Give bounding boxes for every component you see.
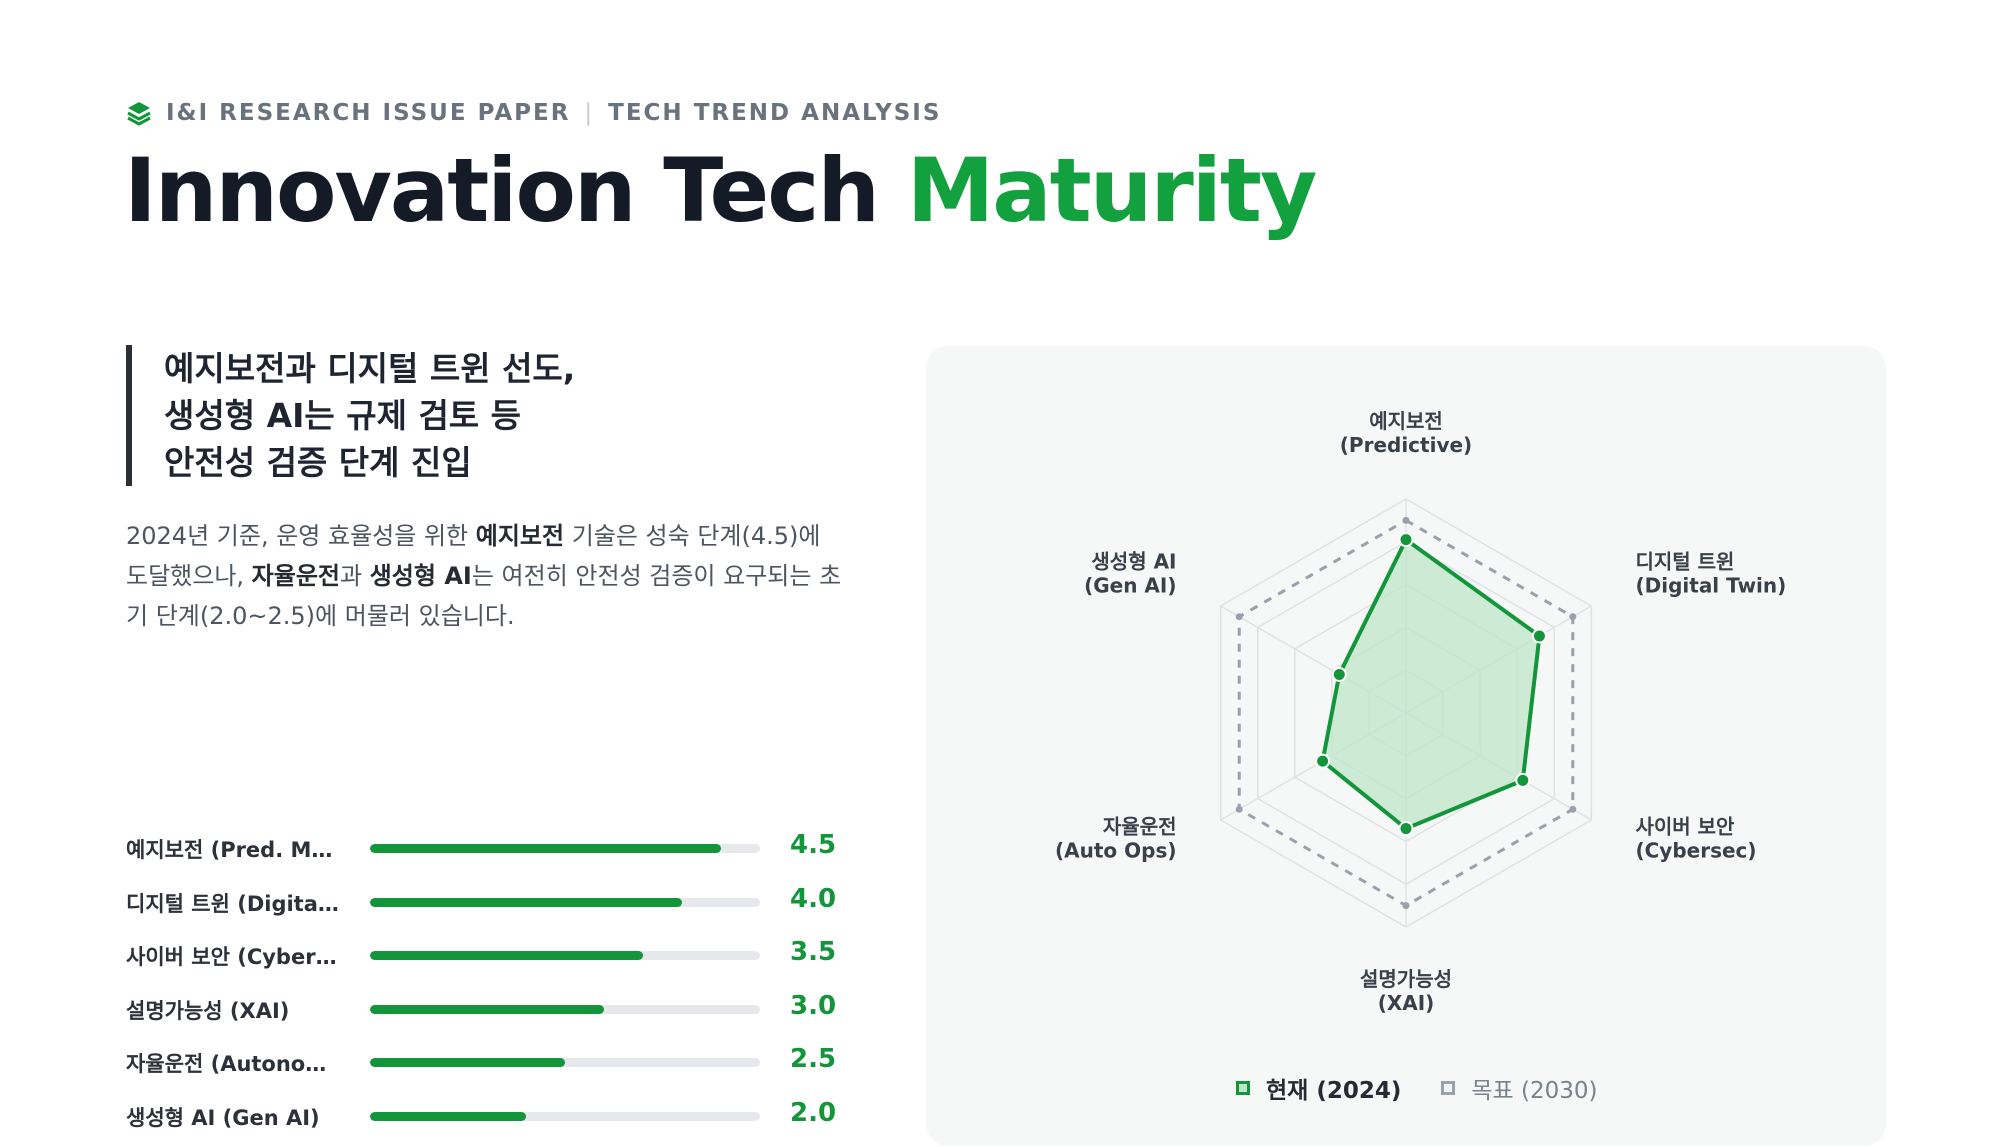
description: 2024년 기준, 운영 효율성을 위한 예지보전 기술은 성숙 단계(4.5)… [126,516,846,636]
series-current-point [1333,668,1346,681]
legend-swatch-target [1441,1081,1455,1095]
bar-value: 4.5 [790,830,836,860]
bar-row: 예지보전 (Pred. Mai… 4.5 [126,826,836,880]
bar-value: 3.5 [790,937,836,967]
highlight-line: 생성형 AI는 규제 검토 등 [164,392,884,439]
axis-label-line2: (Predictive) [1340,433,1472,457]
axis-label-line2: (XAI) [1378,991,1435,1015]
axis-label-line2: (Auto Ops) [1055,839,1176,863]
axis-label-line1: 생성형 AI [1091,550,1176,574]
series-target-point [1236,613,1243,620]
bar-label: 예지보전 (Pred. Mai… [126,834,346,864]
bar-value: 4.0 [790,884,836,914]
axis-label: 자율운전(Auto Ops) [1055,815,1176,863]
series-target-point [1236,806,1243,813]
bar-track [370,951,760,960]
series-current-area [1323,540,1540,829]
series-current-point [1533,629,1546,642]
series-current-point [1316,755,1329,768]
legend-label-current: 현재 (2024) [1266,1071,1401,1105]
eyebrow-left: I&I RESEARCH ISSUE PAPER [166,100,570,126]
bar-value: 3.0 [790,991,836,1021]
legend-item-target: 목표 (2030) [1441,1071,1597,1105]
title-accent: Maturity [907,139,1316,242]
bar-track [370,1112,760,1121]
series-target-point [1403,902,1410,909]
bar-label: 설명가능성 (XAI) [126,995,346,1025]
axis-label-line2: (Digital Twin) [1635,574,1786,598]
axis-label-line1: 디지털 트윈 [1635,550,1734,574]
bar-row: 디지털 트윈 (Digital … 4.0 [126,880,836,934]
bar-fill [370,1058,565,1067]
bar-fill [370,1112,526,1121]
bar-row: 자율운전 (Autonom… 2.5 [126,1040,836,1094]
bar-row: 생성형 AI (Gen AI) 2.0 [126,1094,836,1147]
bar-label: 디지털 트윈 (Digital … [126,888,346,918]
desc-text: 2024년 기준, 운영 효율성을 위한 [126,522,476,550]
bar-row: 사이버 보안 (Cybers… 3.5 [126,933,836,987]
series-target-point [1403,517,1410,524]
desc-bold: 생성형 AI [370,562,472,590]
bar-label: 자율운전 (Autonom… [126,1048,346,1078]
axis-label: 사이버 보안(Cybersec) [1635,815,1756,863]
highlight-line: 예지보전과 디지털 트윈 선도, [164,345,884,392]
series-current-point [1400,533,1413,546]
highlight-quote: 예지보전과 디지털 트윈 선도, 생성형 AI는 규제 검토 등 안전성 검증 … [126,345,884,486]
page-title: Innovation Tech Maturity [124,138,1315,244]
legend-label-target: 목표 (2030) [1471,1071,1597,1105]
series-target-point [1569,806,1576,813]
radar-chart: 예지보전(Predictive) 디지털 트윈(Digital Twin) 사이버 … [926,346,1886,1146]
bar-track [370,898,760,907]
bar-fill [370,1005,604,1014]
layers-icon [126,100,152,126]
eyebrow: I&I RESEARCH ISSUE PAPER | TECH TREND AN… [126,96,941,130]
bar-list: 예지보전 (Pred. Mai… 4.5 디지털 트윈 (Digital … 4.0 사… [126,826,836,1147]
legend-swatch-current [1236,1081,1250,1095]
axis-label-line2: (Cybersec) [1635,839,1756,863]
bar-track [370,1058,760,1067]
axis-label-line1: 자율운전 [1103,815,1177,839]
bar-value: 2.5 [790,1044,836,1074]
series-current-point [1400,822,1413,835]
desc-text: 과 [340,562,370,590]
series-target-point [1569,613,1576,620]
axis-label: 생성형 AI(Gen AI) [1084,550,1176,598]
axis-label: 예지보전(Predictive) [1340,409,1472,457]
bar-fill [370,898,682,907]
eyebrow-right: TECH TREND ANALYSIS [608,100,941,126]
axis-label-line1: 설명가능성 [1360,967,1452,991]
desc-bold: 예지보전 [476,522,564,550]
radar-chart-card: 예지보전(Predictive) 디지털 트윈(Digital Twin) 사이버 … [926,346,1886,1146]
bar-fill [370,951,643,960]
axis-label-line1: 사이버 보안 [1635,815,1735,839]
bar-label: 사이버 보안 (Cybers… [126,941,346,971]
axis-label: 설명가능성(XAI) [1360,967,1452,1015]
bar-track [370,844,760,853]
legend-item-current: 현재 (2024) [1236,1071,1401,1105]
bar-track [370,1005,760,1014]
axis-label-line2: (Gen AI) [1084,574,1176,598]
eyebrow-divider: | [584,100,594,126]
series-current-point [1516,774,1529,787]
chart-legend: 현재 (2024) 목표 (2030) [1236,1071,1638,1105]
bar-fill [370,844,721,853]
bar-label: 생성형 AI (Gen AI) [126,1102,346,1132]
bar-row: 설명가능성 (XAI) 3.0 [126,987,836,1041]
highlight-line: 안전성 검증 단계 진입 [164,439,884,486]
title-main: Innovation Tech [124,139,907,242]
bar-value: 2.0 [790,1098,836,1128]
axis-label-line1: 예지보전 [1369,409,1443,433]
axis-label: 디지털 트윈(Digital Twin) [1635,550,1786,598]
desc-bold: 자율운전 [252,562,340,590]
